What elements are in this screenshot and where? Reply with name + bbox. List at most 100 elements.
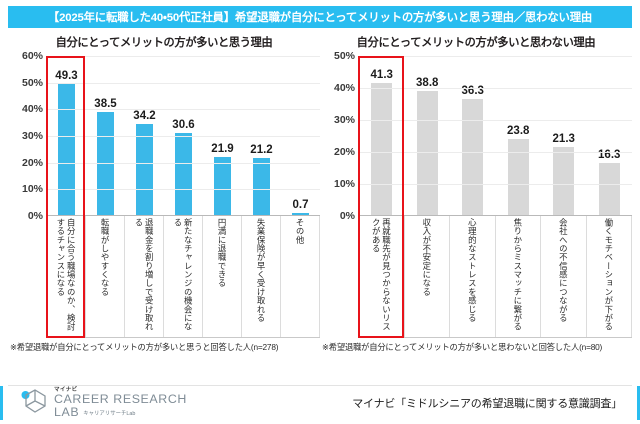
career-research-lab-logo: マイナビ CAREER RESEARCH LAB キャリアリサーチLab <box>8 386 187 419</box>
accent-bar-right <box>637 386 640 420</box>
bar-value-label: 41.3 <box>370 68 393 81</box>
left-plot-area: 60% 50% 40% 30% 20% 10% 0% 49.3 38.5 34.2 30.6 21.… <box>8 50 320 222</box>
bar: 21.3 <box>553 133 575 215</box>
y-axis-tick: 60% <box>21 50 43 62</box>
category-cell: 円満に退職できる <box>203 216 242 337</box>
right-plot-area: 50% 40% 30% 20% 10% 0% 41.3 38.8 36.3 23.8 21.3 16… <box>320 50 632 222</box>
bar-column: 41.3 <box>359 56 405 215</box>
category-label: 自分に合う職場なのか、検討するチャンスになる <box>56 218 77 331</box>
bar-column: 16.3 <box>587 56 633 215</box>
bar-value-label: 38.8 <box>416 76 439 89</box>
bar-column: 23.8 <box>496 56 542 215</box>
category-label: 働くモチベーションが下がる <box>603 218 614 331</box>
logo-hexagon-icon <box>20 388 50 419</box>
y-axis-tick: 0% <box>339 210 355 222</box>
bar: 41.3 <box>371 69 393 215</box>
bar: 38.5 <box>94 98 117 215</box>
category-label: その他 <box>295 218 306 245</box>
y-axis-tick: 30% <box>21 130 43 142</box>
y-axis-tick: 20% <box>21 156 43 169</box>
y-axis-tick: 40% <box>21 103 43 116</box>
category-label: 収入が不安定になる <box>421 218 432 297</box>
bar-column: 21.3 <box>541 56 587 215</box>
bar-column: 0.7 <box>281 56 320 215</box>
bar-value-label: 23.8 <box>507 124 530 137</box>
y-axis-tick: 40% <box>333 82 355 94</box>
logo-text-block: マイナビ CAREER RESEARCH LAB キャリアリサーチLab <box>54 386 187 419</box>
category-label: 焦りからミスマッチに繋がる <box>512 218 523 331</box>
bar-value-label: 38.5 <box>94 98 117 111</box>
y-axis-tick: 50% <box>333 50 355 62</box>
category-label: 転職がしやすくなる <box>100 218 111 297</box>
bar-column: 38.8 <box>405 56 451 215</box>
right-chart-title: 自分にとってメリットの方が多いと思わない理由 <box>356 37 596 49</box>
category-cell: 再就職先が見つからないリスクがある <box>358 216 405 337</box>
category-cell: 心理的なストレスを感じる <box>450 216 496 337</box>
category-label: 退職金を割り増しで受け取れる <box>134 218 155 331</box>
category-label: 新たなチャレンジの機会になる <box>173 218 194 331</box>
y-axis-tick: 10% <box>21 183 43 196</box>
logo-brand-jp: マイナビ <box>54 386 78 393</box>
y-axis-tick: 0% <box>27 210 43 222</box>
logo-brand-lab: LAB <box>54 404 80 419</box>
category-cell: 自分に合う職場なのか、検討するチャンスになる <box>46 216 86 337</box>
left-y-axis: 60% 50% 40% 30% 20% 10% 0% <box>10 50 46 222</box>
bar-value-label: 0.7 <box>292 199 309 211</box>
bar-value-label: 34.2 <box>133 109 156 122</box>
left-chart-panel: 自分にとってメリットの方が多いと思う理由 60% 50% 40% 30% 20% 10% 0… <box>8 32 320 353</box>
category-label: 会社への不信感につながる <box>558 218 569 323</box>
banner-title: 【2025年に転職した40・50代正社員】希望退職が自分にとってメリットの方が多… <box>47 12 593 24</box>
bar: 0.7 <box>291 199 310 215</box>
bar-value-label: 49.3 <box>55 69 78 82</box>
bar: 16.3 <box>598 149 620 215</box>
gridline <box>47 189 320 191</box>
y-axis-tick: 50% <box>21 76 43 89</box>
logo-brand-main: CAREER RESEARCH <box>54 392 187 407</box>
header-banner: 【2025年に転職した40・50代正社員】希望退職が自分にとってメリットの方が多… <box>8 6 632 28</box>
y-axis-tick: 30% <box>333 114 355 126</box>
y-axis-tick: 10% <box>333 178 355 190</box>
bar: 21.2 <box>250 144 273 215</box>
bar-column: 34.2 <box>125 56 164 215</box>
category-label: 失業保険が早く受け取れる <box>256 218 267 323</box>
gridline <box>47 162 320 164</box>
left-footnote: ※希望退職が自分にとってメリットの方が多いと思うと回答した人(n=278) <box>10 342 279 352</box>
left-chart-title: 自分にとってメリットの方が多いと思う理由 <box>55 37 273 49</box>
category-cell: 収入が不安定になる <box>405 216 450 337</box>
gridline <box>47 109 320 111</box>
right-category-labels: 再就職先が見つからないリスクがある 収入が不安定になる 心理的なストレスを感じる 焦り… <box>358 216 632 338</box>
category-cell: 失業保険が早く受け取れる <box>242 216 281 337</box>
charts-container: 自分にとってメリットの方が多いと思う理由 60% 50% 40% 30% 20% 10% 0… <box>8 32 632 353</box>
category-cell: その他 <box>281 216 320 337</box>
gridline <box>359 120 632 121</box>
right-y-axis: 50% 40% 30% 20% 10% 0% <box>322 50 358 222</box>
category-label: 再就職先が見つからないリスクがある <box>371 218 392 331</box>
logo-brand-sub-jp: キャリアリサーチLab <box>83 410 136 417</box>
category-cell: 新たなチャレンジの機会になる <box>164 216 203 337</box>
category-cell: 会社への不信感につながる <box>541 216 587 337</box>
category-label: 円満に退職できる <box>217 218 228 288</box>
bar: 21.9 <box>211 143 234 215</box>
category-cell: 働くモチベーションが下がる <box>587 216 632 337</box>
bar: 30.6 <box>172 119 195 215</box>
bar-column: 21.9 <box>203 56 242 215</box>
left-plot: 49.3 38.5 34.2 30.6 21.9 21.2 0.7 <box>46 56 320 216</box>
right-chart-panel: 自分にとってメリットの方が多いと思わない理由 50% 40% 30% 20% 10% 0%… <box>320 32 632 353</box>
gridline <box>47 56 320 57</box>
source-attribution: マイナビ「ミドルシニアの希望退職に関する意識調査」 <box>352 398 622 410</box>
bar-column: 36.3 <box>450 56 496 215</box>
right-bars: 41.3 38.8 36.3 23.8 21.3 16.3 <box>359 56 632 215</box>
bar-value-label: 21.3 <box>552 132 575 145</box>
category-label: 心理的なストレスを感じる <box>467 218 478 323</box>
gridline <box>47 82 320 84</box>
category-cell: 焦りからミスマッチに繋がる <box>496 216 541 337</box>
left-category-labels: 自分に合う職場なのか、検討するチャンスになる 転職がしやすくなる 退職金を割り増しで… <box>46 216 320 338</box>
accent-bar-left <box>0 386 3 420</box>
bar-value-label: 21.9 <box>211 142 234 155</box>
bar-value-label: 36.3 <box>461 84 484 97</box>
footer-bar: マイナビ CAREER RESEARCH LAB キャリアリサーチLab マイナ… <box>8 385 632 420</box>
bar: 49.3 <box>55 70 78 215</box>
bar: 34.2 <box>133 110 156 215</box>
bar-column: 49.3 <box>47 56 86 215</box>
